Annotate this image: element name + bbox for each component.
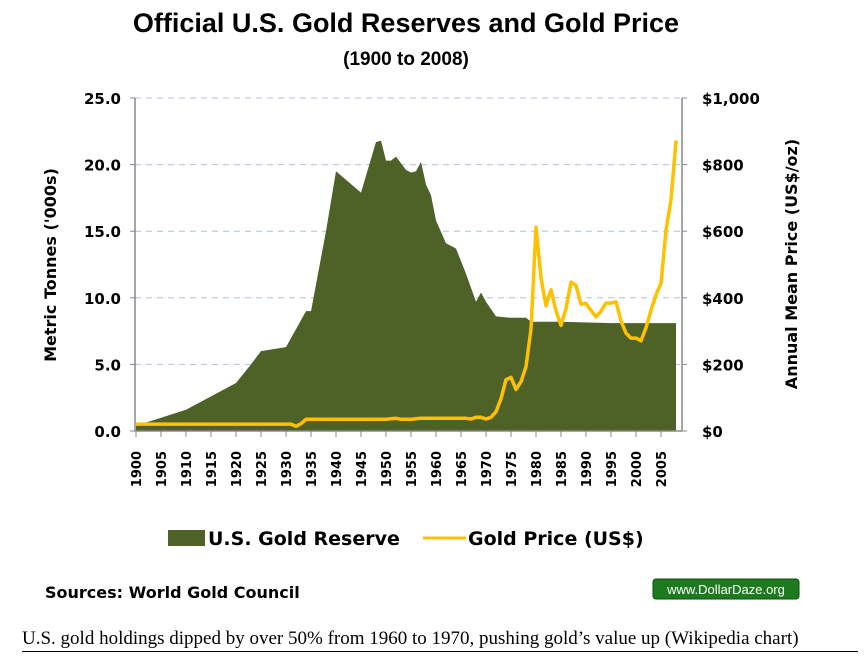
x-tick-label: 1915 xyxy=(205,451,220,487)
x-tick-label: 1910 xyxy=(180,451,195,487)
left-axis-ticks: 0.0 5.0 10.0 15.0 20.0 25.0 xyxy=(84,90,135,441)
y2-tick-label: $400 xyxy=(702,290,744,308)
x-axis-ticks: 1900 1905 1910 1915 1920 1925 1930 1935 1940 1945… xyxy=(130,431,670,487)
y2-tick-label: $600 xyxy=(702,223,744,241)
y-tick-label: 5.0 xyxy=(94,356,121,374)
chart-title: Official U.S. Gold Reserves and Gold Pri… xyxy=(133,8,679,38)
y-tick-label: 15.0 xyxy=(84,223,121,241)
axes xyxy=(134,98,683,432)
y-tick-label: 25.0 xyxy=(84,90,121,108)
sources-note: Sources: World Gold Council xyxy=(45,583,300,602)
y-tick-label: 20.0 xyxy=(84,157,121,175)
y2-tick-label: $1,000 xyxy=(702,90,760,108)
dollardaze-badge[interactable]: www.DollarDaze.org xyxy=(652,578,800,600)
dollardaze-badge-text[interactable]: www.DollarDaze.org xyxy=(666,582,785,597)
x-tick-label: 1960 xyxy=(430,451,445,487)
y-tick-label: 0.0 xyxy=(94,423,121,441)
y2-tick-label: $800 xyxy=(702,157,744,175)
reserve-area-layer xyxy=(136,140,676,431)
price-line xyxy=(136,140,678,429)
x-tick-label: 1980 xyxy=(530,451,545,487)
x-tick-label: 1945 xyxy=(355,451,370,487)
x-tick-label: 1900 xyxy=(130,451,145,487)
y2-axis-label: Annual Mean Price (US$/oz) xyxy=(782,139,801,389)
x-tick-label: 2005 xyxy=(655,451,670,487)
chart-subtitle: (1900 to 2008) xyxy=(343,49,469,70)
legend-reserve-swatch xyxy=(168,530,205,546)
x-tick-label: 1925 xyxy=(255,451,270,487)
right-axis-ticks: $0 $200 $400 $600 $800 $1,000 xyxy=(682,90,760,441)
x-tick-label: 1950 xyxy=(380,451,395,487)
x-tick-label: 1975 xyxy=(505,451,520,487)
x-tick-label: 1935 xyxy=(305,451,320,487)
x-tick-label: 1905 xyxy=(155,451,170,487)
x-tick-label: 1930 xyxy=(280,451,295,487)
x-tick-label: 1995 xyxy=(605,451,620,487)
x-tick-label: 1985 xyxy=(555,451,570,487)
x-tick-label: 1965 xyxy=(455,451,470,487)
y2-tick-label: $200 xyxy=(702,356,744,374)
x-tick-label: 2000 xyxy=(630,451,645,487)
y2-tick-label: $0 xyxy=(702,423,723,441)
x-tick-label: 1955 xyxy=(405,451,420,487)
legend: U.S. Gold Reserve Gold Price (US$) xyxy=(168,528,644,550)
x-tick-label: 1990 xyxy=(580,451,595,487)
x-tick-label: 1920 xyxy=(230,451,245,487)
legend-price-label: Gold Price (US$) xyxy=(468,528,644,550)
x-tick-label: 1940 xyxy=(330,451,345,487)
x-tick-label: 1970 xyxy=(480,451,495,487)
price-line-layer xyxy=(136,140,678,429)
legend-reserve-label: U.S. Gold Reserve xyxy=(208,528,400,550)
caption: U.S. gold holdings dipped by over 50% fr… xyxy=(22,628,858,652)
reserve-area xyxy=(136,140,676,431)
y-tick-label: 10.0 xyxy=(84,290,121,308)
y-axis-label: Metric Tonnes ('000s) xyxy=(41,168,60,362)
